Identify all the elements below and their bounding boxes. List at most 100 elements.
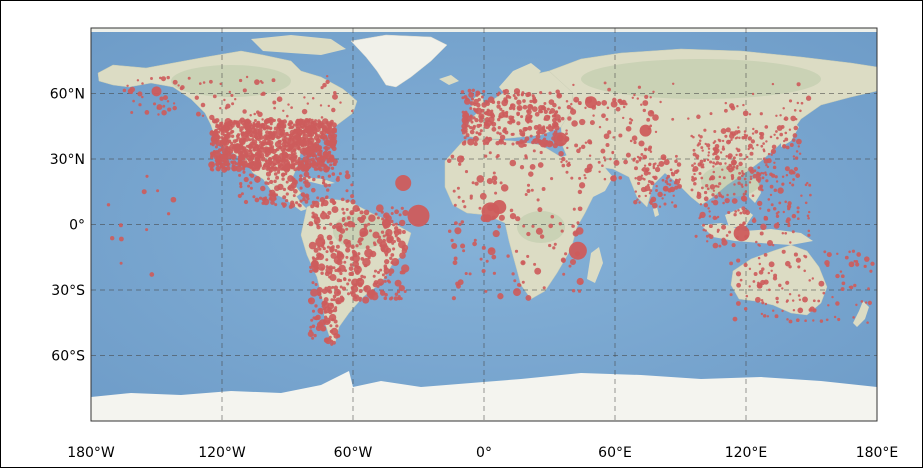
marker-africa bbox=[492, 230, 500, 238]
marker-canada-alaska bbox=[219, 106, 222, 110]
marker-south-asia bbox=[638, 194, 641, 198]
marker-canada-alaska bbox=[311, 96, 315, 100]
marker-canada-alaska bbox=[150, 77, 153, 80]
marker-canada-alaska bbox=[327, 104, 331, 108]
marker-russia bbox=[793, 109, 797, 112]
marker-canada-alaska bbox=[161, 76, 166, 82]
marker-russia bbox=[790, 115, 797, 122]
marker-south-america-east bbox=[399, 219, 406, 227]
marker-africa bbox=[578, 182, 586, 189]
marker-united-states bbox=[247, 130, 251, 135]
marker-united-states bbox=[236, 123, 241, 127]
marker-united-states bbox=[222, 127, 227, 132]
marker-south-asia bbox=[642, 154, 648, 160]
marker-south-america-east bbox=[364, 232, 368, 236]
marker-south-america-west bbox=[311, 256, 315, 260]
marker-africa bbox=[526, 254, 530, 258]
marker-united-states bbox=[261, 122, 268, 130]
marker-mexico-central-america bbox=[303, 180, 307, 184]
marker-australia-nz bbox=[839, 270, 843, 273]
marker-united-states bbox=[289, 157, 294, 161]
marker-canada-alaska bbox=[180, 85, 185, 90]
marker-south-america-east bbox=[401, 230, 406, 234]
marker-east-asia bbox=[735, 147, 739, 150]
marker-south-america-west bbox=[321, 210, 325, 214]
marker-east-asia bbox=[695, 154, 700, 159]
marker-southeast-asia bbox=[770, 203, 774, 207]
marker-south-america-west bbox=[307, 330, 314, 338]
marker-europe bbox=[523, 139, 528, 144]
marker-south-america-west bbox=[322, 247, 326, 251]
marker-south-america-east bbox=[351, 285, 359, 293]
marker-europe bbox=[498, 115, 502, 119]
marker-mexico-central-america bbox=[282, 166, 286, 170]
marker-southeast-asia bbox=[767, 208, 771, 212]
marker-middle-east-central-asia bbox=[584, 141, 588, 144]
marker-united-states bbox=[210, 164, 214, 168]
marker-south-asia bbox=[666, 174, 671, 179]
marker-canada-alaska bbox=[166, 100, 170, 103]
marker-united-states bbox=[276, 125, 281, 129]
marker-united-states bbox=[323, 163, 327, 168]
marker-australia-nz bbox=[778, 283, 782, 288]
landmass-greenland bbox=[350, 34, 448, 88]
marker-canada-alaska bbox=[219, 82, 222, 86]
marker-south-asia bbox=[669, 186, 676, 193]
marker-east-asia bbox=[737, 129, 741, 134]
marker-south-asia bbox=[649, 189, 653, 193]
marker-canada-alaska bbox=[242, 88, 247, 93]
marker-south-asia bbox=[647, 180, 651, 183]
marker-united-states bbox=[333, 162, 337, 167]
marker-africa bbox=[500, 184, 509, 192]
marker-southeast-asia bbox=[808, 183, 812, 187]
marker-south-america-east bbox=[401, 246, 405, 250]
marker-east-asia bbox=[763, 158, 769, 164]
marker-europe bbox=[526, 120, 530, 124]
marker-east-asia bbox=[795, 150, 799, 153]
marker-united-states bbox=[314, 122, 318, 126]
marker-united-states bbox=[235, 143, 240, 148]
marker-east-asia bbox=[735, 153, 738, 157]
marker-united-states bbox=[288, 120, 293, 125]
marker-europe bbox=[509, 117, 515, 123]
marker-southeast-asia bbox=[808, 210, 811, 214]
marker-southeast-asia bbox=[711, 193, 715, 197]
marker-africa bbox=[576, 221, 580, 225]
marker-south-america-west bbox=[320, 325, 327, 332]
marker-united-states bbox=[219, 164, 224, 169]
marker-united-states bbox=[220, 131, 225, 136]
marker-large-7 bbox=[584, 96, 597, 109]
marker-east-asia bbox=[750, 139, 756, 144]
marker-europe bbox=[535, 134, 541, 140]
marker-east-asia bbox=[693, 162, 696, 165]
marker-south-america-west bbox=[314, 304, 318, 308]
marker-southeast-asia bbox=[698, 216, 701, 220]
marker-southeast-asia bbox=[778, 201, 782, 205]
marker-south-america-east bbox=[362, 296, 370, 304]
marker-caribbean-islands bbox=[299, 186, 303, 190]
marker-russia bbox=[622, 105, 626, 109]
marker-united-states bbox=[299, 147, 307, 155]
marker-middle-east-central-asia bbox=[588, 154, 592, 157]
marker-europe bbox=[487, 136, 493, 142]
marker-east-asia bbox=[735, 166, 739, 170]
marker-africa bbox=[535, 227, 543, 235]
marker-africa bbox=[513, 279, 517, 283]
marker-africa bbox=[576, 277, 584, 286]
marker-australia-nz bbox=[819, 319, 824, 323]
marker-east-asia bbox=[749, 175, 753, 179]
marker-europe bbox=[556, 92, 562, 98]
marker-caribbean-islands bbox=[300, 192, 306, 197]
marker-east-asia bbox=[795, 173, 801, 178]
marker-australia-nz bbox=[743, 307, 748, 311]
marker-south-america-west bbox=[329, 273, 337, 282]
marker-east-asia bbox=[797, 145, 800, 148]
marker-east-asia bbox=[745, 155, 749, 159]
marker-south-america-east bbox=[345, 247, 351, 253]
marker-south-america-east bbox=[386, 236, 393, 244]
marker-south-america-east bbox=[343, 260, 347, 264]
marker-australia-nz bbox=[808, 279, 811, 282]
marker-russia bbox=[796, 101, 800, 105]
map-area[interactable] bbox=[91, 28, 877, 421]
marker-australia-nz bbox=[743, 262, 748, 268]
